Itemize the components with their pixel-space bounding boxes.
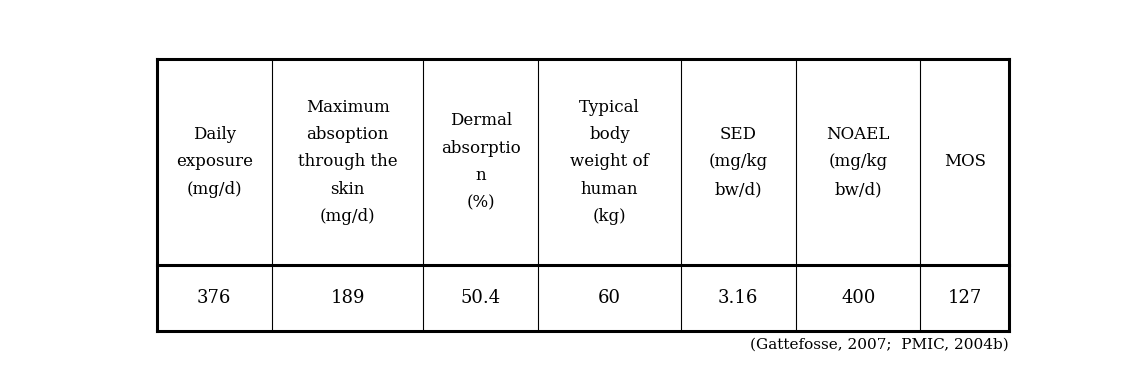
- Text: 400: 400: [841, 289, 876, 307]
- Text: Daily
exposure
(mg/d): Daily exposure (mg/d): [175, 126, 253, 198]
- Text: 127: 127: [948, 289, 982, 307]
- Text: 376: 376: [197, 289, 231, 307]
- Text: 189: 189: [330, 289, 364, 307]
- Text: 60: 60: [598, 289, 621, 307]
- Text: Typical
body
weight of
human
(kg): Typical body weight of human (kg): [571, 99, 649, 225]
- Text: (Gattefosse, 2007;  PMIC, 2004b): (Gattefosse, 2007; PMIC, 2004b): [751, 337, 1010, 351]
- Text: SED
(mg/kg
bw/d): SED (mg/kg bw/d): [708, 126, 768, 198]
- Text: 3.16: 3.16: [719, 289, 759, 307]
- Text: MOS: MOS: [944, 154, 986, 170]
- Text: 50.4: 50.4: [461, 289, 501, 307]
- Text: Dermal
absorptio
n
(%): Dermal absorptio n (%): [441, 112, 520, 212]
- Text: NOAEL
(mg/kg
bw/d): NOAEL (mg/kg bw/d): [826, 126, 890, 198]
- Text: Maximum
absoption
through the
skin
(mg/d): Maximum absoption through the skin (mg/d…: [298, 99, 398, 225]
